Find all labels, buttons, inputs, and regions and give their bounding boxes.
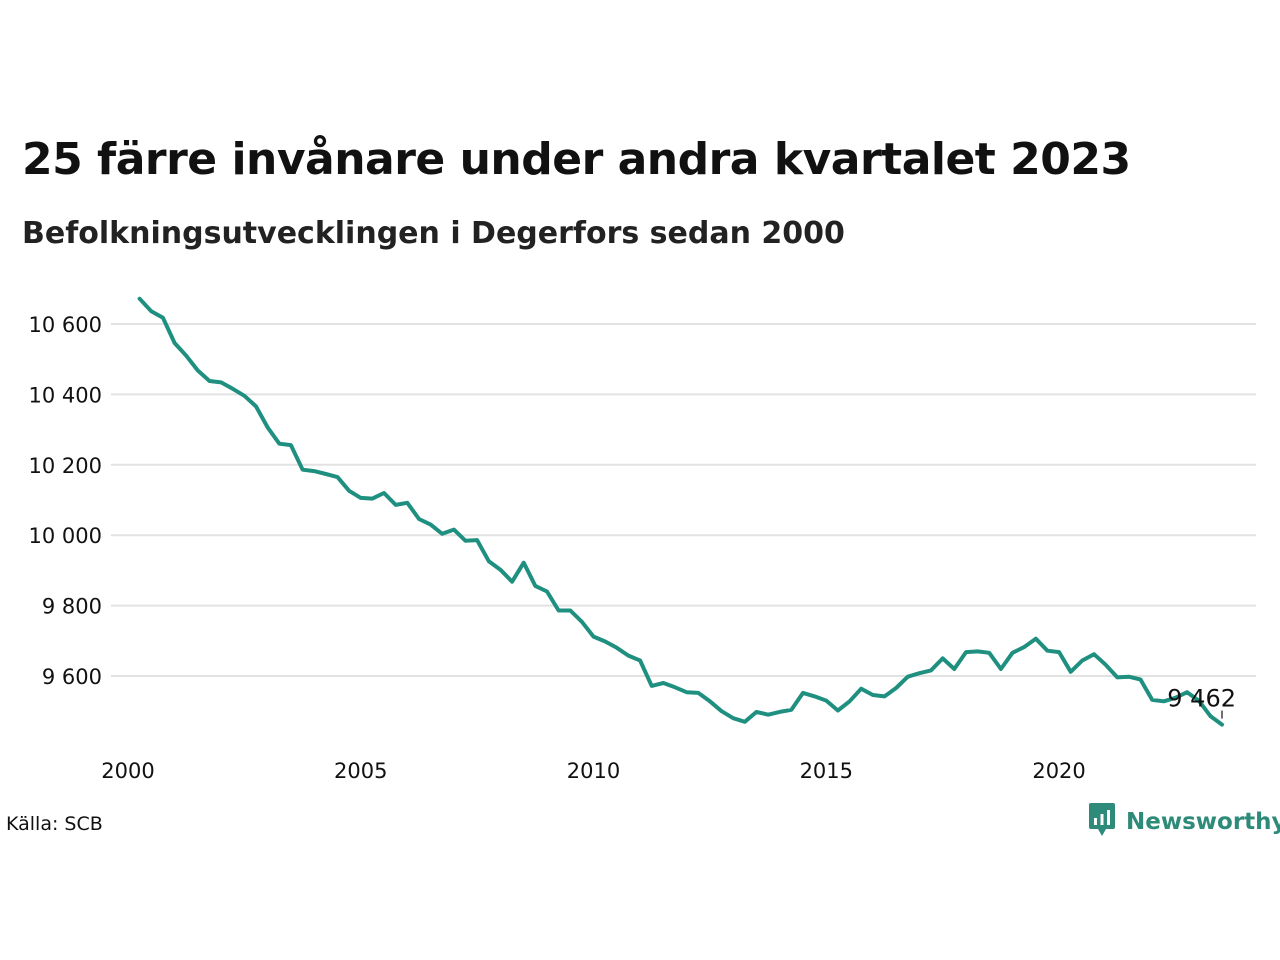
chart-title: 25 färre invånare under andra kvartalet …	[22, 134, 1131, 185]
grid-layer	[111, 323, 1256, 677]
x-axis-labels: 2000 2005 2010 2015 2020	[101, 759, 1086, 783]
x-tick-label: 2000	[101, 759, 154, 783]
y-tick-label: 10 200	[29, 454, 102, 478]
x-tick-label: 2015	[800, 759, 853, 783]
x-tick-label: 2020	[1032, 759, 1085, 783]
source-note: Källa: SCB	[6, 813, 103, 835]
end-value-label: 9 462	[1167, 685, 1236, 713]
y-tick-label: 10 400	[29, 383, 102, 407]
series-layer	[137, 296, 1224, 727]
y-tick-label: 10 600	[29, 313, 102, 337]
chart-subtitle: Befolkningsutvecklingen i Degerfors seda…	[22, 216, 845, 251]
series-line	[137, 296, 1224, 727]
x-tick-label: 2010	[567, 759, 620, 783]
y-tick-label: 10 000	[29, 524, 102, 548]
brand-logo[interactable]: Newsworthy	[1088, 802, 1280, 842]
newsworthy-logo-icon	[1088, 802, 1116, 842]
y-tick-label: 9 600	[42, 665, 102, 689]
y-axis-labels: 9 600 9 800 10 000 10 200 10 400 10 600	[29, 313, 102, 689]
y-tick-label: 9 800	[42, 595, 102, 619]
brand-name: Newsworthy	[1126, 809, 1280, 835]
annotation-layer: 9 462	[1167, 685, 1236, 719]
x-tick-label: 2005	[334, 759, 387, 783]
